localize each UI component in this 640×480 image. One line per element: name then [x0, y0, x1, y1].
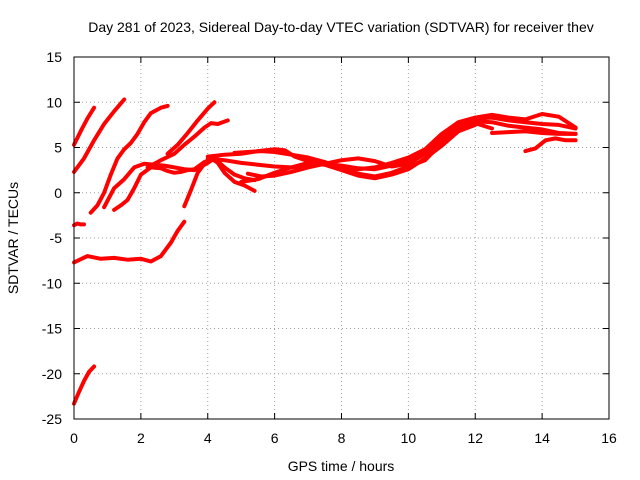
- y-tick-label: 5: [54, 140, 62, 156]
- series-line-s3: [72, 105, 97, 147]
- series-line-s1: [72, 364, 97, 406]
- y-tick-label: -25: [42, 411, 62, 427]
- series-line-s17: [490, 129, 578, 136]
- x-tick-label: 14: [534, 430, 550, 446]
- y-axis-title: SDTVAR / TECUs: [5, 182, 21, 294]
- x-axis-title: GPS time / hours: [288, 458, 395, 474]
- series-line-s18: [523, 136, 578, 154]
- plot-frame: [73, 56, 610, 420]
- x-tick-label: 12: [467, 430, 483, 446]
- y-tick-label: -15: [42, 321, 62, 337]
- y-tick-label: 10: [46, 94, 62, 110]
- y-tick-label: -5: [50, 230, 63, 246]
- x-tick-label: 0: [70, 430, 78, 446]
- chart-title: Day 281 of 2023, Sidereal Day-to-day VTE…: [88, 19, 594, 35]
- grid: [74, 57, 609, 419]
- series-line-s6: [88, 103, 170, 215]
- y-tick-label: 15: [46, 49, 62, 65]
- series-line-s11: [165, 100, 217, 156]
- x-tick-label: 6: [271, 430, 279, 446]
- y-tick-label: 0: [54, 185, 62, 201]
- series-line-s15: [245, 121, 494, 179]
- series-line-s5: [72, 219, 187, 265]
- x-tick-labels: 0 2 4 6 8 10 12 14 16: [70, 430, 617, 446]
- series-line-s14: [232, 119, 578, 179]
- series-group: [72, 97, 578, 406]
- series-line-s2: [72, 221, 86, 228]
- x-tick-label: 4: [204, 430, 212, 446]
- series-line-s4: [72, 97, 127, 174]
- series-line-s16: [239, 122, 478, 184]
- x-tick-label: 10: [401, 430, 417, 446]
- y-tick-label: -10: [42, 275, 62, 291]
- series-line-s10: [145, 118, 230, 170]
- y-tick-labels: -25 -20 -15 -10 -5 0 5 10 15: [42, 49, 62, 427]
- x-tick-label: 8: [338, 430, 346, 446]
- x-tick-label: 16: [601, 430, 617, 446]
- series-line-s8: [102, 156, 257, 210]
- y-tick-label: -20: [42, 366, 62, 382]
- x-tick-label: 2: [137, 430, 145, 446]
